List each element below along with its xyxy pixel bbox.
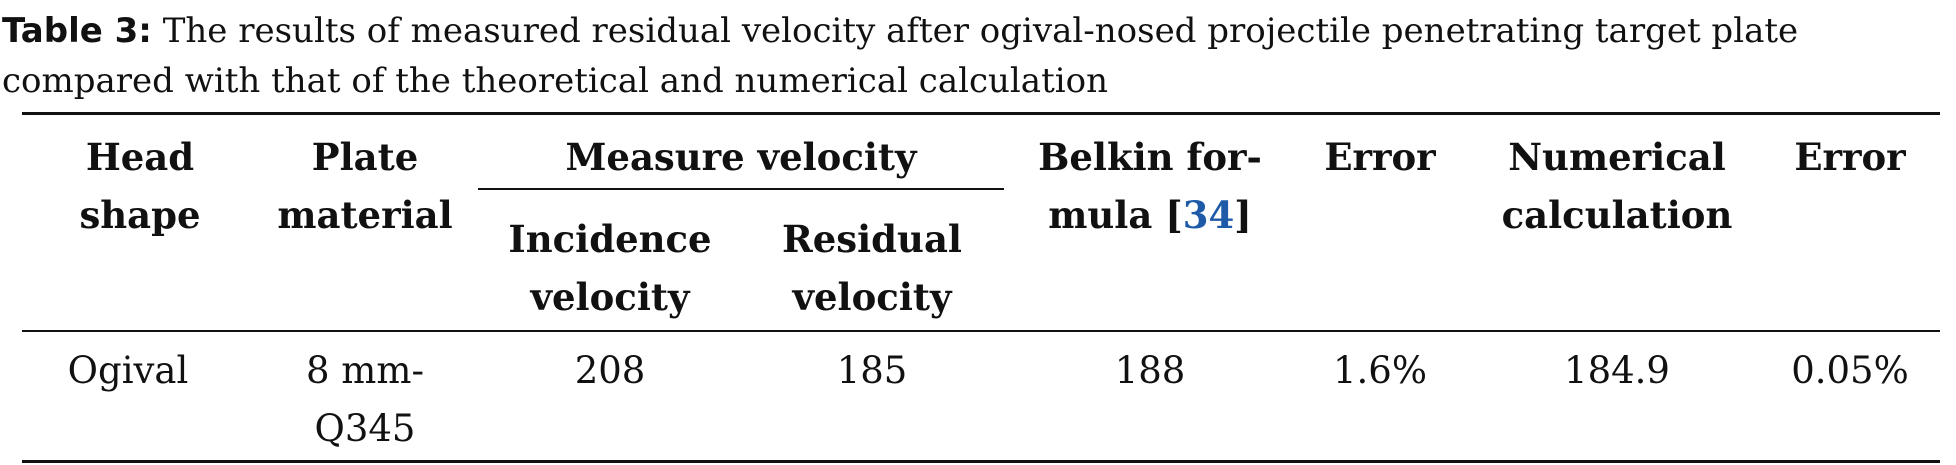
header-belkin-formula: Belkin for- mula [34] (1010, 128, 1290, 244)
header-numerical-calculation: Numerical calculation (1468, 128, 1766, 244)
header-plate-material: Plate material (262, 128, 468, 244)
cell-plate-material-line2: Q345 (314, 407, 416, 450)
cell-numerical-calculation-value: 184.9 (1564, 349, 1670, 392)
header-measure-velocity: Measure velocity (478, 128, 1004, 186)
cell-incidence-velocity-value: 208 (574, 349, 646, 392)
header-belkin-formula-suffix: ] (1234, 193, 1252, 237)
table-header-rule (22, 330, 1940, 332)
caption-label: Table 3: (2, 11, 152, 51)
cell-residual-velocity-value: 185 (836, 349, 908, 392)
citation-link[interactable]: 34 (1182, 193, 1235, 237)
header-incidence-velocity: Incidence velocity (482, 210, 738, 326)
caption-text: The results of measured residual velocit… (2, 11, 1799, 101)
header-error-2-label: Error (1794, 135, 1906, 179)
cell-plate-material: 8 mm- Q345 (262, 342, 468, 458)
measure-velocity-rule (478, 188, 1004, 190)
cell-error-1: 1.6% (1300, 342, 1460, 400)
header-residual-velocity-line2: velocity (792, 275, 952, 319)
table-bottom-rule (22, 460, 1940, 463)
cell-belkin-formula-value: 188 (1114, 349, 1186, 392)
cell-error-2: 0.05% (1770, 342, 1930, 400)
header-plate-material-line2: material (277, 193, 453, 237)
header-residual-velocity: Residual velocity (752, 210, 992, 326)
cell-plate-material-line1: 8 mm- (306, 349, 424, 392)
header-numerical-calculation-line2: calculation (1501, 193, 1733, 237)
header-error-2: Error (1770, 128, 1930, 186)
header-head-shape-line2: shape (79, 193, 201, 237)
header-incidence-velocity-line2: velocity (530, 275, 690, 319)
cell-residual-velocity: 185 (752, 342, 992, 400)
header-plate-material-line1: Plate (311, 135, 419, 179)
header-incidence-velocity-line1: Incidence (508, 217, 712, 261)
cell-head-shape-value: Ogival (67, 349, 189, 392)
cell-incidence-velocity: 208 (482, 342, 738, 400)
cell-belkin-formula: 188 (1010, 342, 1290, 400)
table-top-rule (22, 112, 1940, 115)
header-belkin-formula-prefix: mula [ (1048, 193, 1183, 237)
header-measure-velocity-label: Measure velocity (565, 135, 917, 179)
cell-error-1-value: 1.6% (1333, 349, 1427, 392)
header-error-1: Error (1300, 128, 1460, 186)
table-caption: Table 3: The results of measured residua… (2, 6, 1952, 106)
cell-head-shape: Ogival (28, 342, 228, 400)
header-residual-velocity-line1: Residual (782, 217, 962, 261)
cell-error-2-value: 0.05% (1791, 349, 1909, 392)
header-belkin-formula-line2: mula [34] (1010, 186, 1290, 244)
header-belkin-formula-line1: Belkin for- (1038, 135, 1262, 179)
cell-numerical-calculation: 184.9 (1468, 342, 1766, 400)
header-error-1-label: Error (1324, 135, 1436, 179)
header-numerical-calculation-line1: Numerical (1508, 135, 1726, 179)
header-head-shape: Head shape (40, 128, 240, 244)
header-head-shape-line1: Head (85, 135, 195, 179)
